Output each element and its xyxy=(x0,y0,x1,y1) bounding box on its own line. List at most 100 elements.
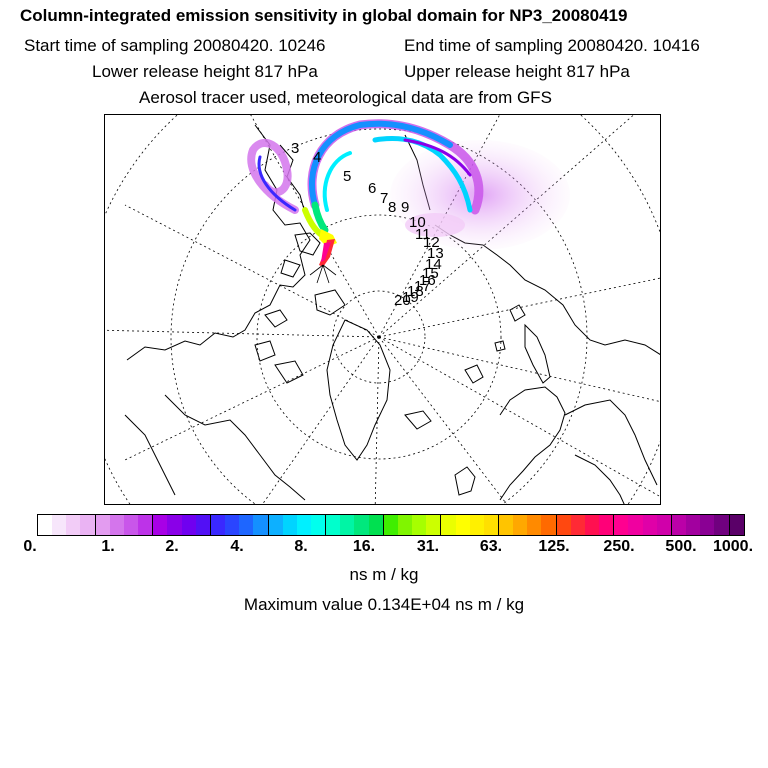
track-day-label: 17 xyxy=(414,278,431,295)
colorbar-segment xyxy=(599,515,614,535)
tracer-note: Aerosol tracer used, meteorological data… xyxy=(139,88,552,107)
latitude-circle xyxy=(256,214,502,460)
track-day-label: 4 xyxy=(313,149,321,166)
meridian xyxy=(262,336,380,504)
colorbar-segment xyxy=(340,515,355,535)
track-day-label: 14 xyxy=(425,256,442,273)
coastline-franz-josef xyxy=(494,340,506,352)
colorbar-segment xyxy=(282,515,297,535)
colorbar-segment xyxy=(195,515,210,535)
plume-loop-core xyxy=(322,151,352,212)
colorbar-tick-label: 1000. xyxy=(712,538,754,555)
coastline-severnaya xyxy=(509,304,526,322)
colorbar-segment xyxy=(613,515,629,535)
latitude-circle xyxy=(105,115,660,504)
colorbar-tick-label: 0. xyxy=(23,538,37,555)
colorbar-segment xyxy=(123,515,139,535)
track-day-label: 18 xyxy=(407,283,424,300)
colorbar-segment xyxy=(584,515,600,535)
colorbar-segment xyxy=(109,515,124,535)
meridian xyxy=(378,336,660,497)
colorbar-segment xyxy=(368,515,383,535)
coastline-russia-west xyxy=(564,399,658,486)
colorbar-segment xyxy=(527,515,542,535)
island xyxy=(254,340,276,362)
plume-loop-core xyxy=(309,120,453,208)
colorbar-segment xyxy=(728,515,744,535)
colorbar-segment xyxy=(167,515,182,535)
track-day-label: 5 xyxy=(343,168,351,185)
colorbar-segment xyxy=(469,515,484,535)
release-point-marker xyxy=(309,264,337,284)
lower-release-label: Lower release height 817 hPa xyxy=(92,62,318,81)
plume-hook xyxy=(247,139,299,214)
end-time-label: End time of sampling 20080420. 10416 xyxy=(404,36,700,55)
colorbar-segment xyxy=(239,515,254,535)
meridians xyxy=(105,115,660,504)
track-day-label: 8 xyxy=(388,199,396,216)
latitude-circles xyxy=(105,115,660,504)
coastline-labrador xyxy=(124,414,176,496)
plume-haze xyxy=(405,213,465,237)
colorbar-segment xyxy=(354,515,369,535)
max-value-label: Maximum value 0.134E+04 ns m / kg xyxy=(243,595,525,614)
colorbar-segment xyxy=(66,515,81,535)
colorbar-segment xyxy=(325,515,341,535)
track-day-label: 15 xyxy=(422,265,439,282)
colorbar-tick-label: 8. xyxy=(294,538,308,555)
colorbar-segment xyxy=(656,515,671,535)
map-panel: 3 4 5 6 7 8 9 10 11 12 13 14 15 16 17 18 19 20 xyxy=(104,114,661,505)
colorbar-segment xyxy=(541,515,556,535)
colorbar-segment xyxy=(397,515,413,535)
colorbar-tick-label: 31. xyxy=(416,538,440,555)
coastline-baltic xyxy=(574,454,625,504)
colorbar-segment xyxy=(570,515,585,535)
colorbar-segment xyxy=(642,515,657,535)
coastline-svalbard xyxy=(464,364,484,384)
colorbar-tick-label: 2. xyxy=(165,538,179,555)
colorbar-tick-label: 1. xyxy=(101,538,115,555)
start-time-label: Start time of sampling 20080420. 10246 xyxy=(24,36,326,55)
coastline-novaya-zemlya xyxy=(524,323,551,384)
colorbar-segment xyxy=(52,515,67,535)
colorbar-segment xyxy=(440,515,456,535)
upper-release-label: Upper release height 817 hPa xyxy=(404,62,630,81)
island xyxy=(280,259,301,278)
latitude-circle xyxy=(332,290,426,384)
track-day-label: 10 xyxy=(409,214,426,231)
track-day-label: 19 xyxy=(402,289,419,306)
colorbar-segment xyxy=(138,515,153,535)
colorbar-segment xyxy=(513,515,528,535)
colorbar-segment xyxy=(455,515,470,535)
colorbar-segment xyxy=(209,515,226,535)
meridian xyxy=(378,336,660,402)
colorbar-segment xyxy=(94,515,110,535)
colorbar-segment xyxy=(80,515,95,535)
colorbar-segment xyxy=(628,515,643,535)
island xyxy=(274,360,304,384)
colorbar-segment xyxy=(483,515,498,535)
track-day-label: 3 xyxy=(291,140,299,157)
track-day-label: 20 xyxy=(394,292,411,309)
meridian xyxy=(378,277,660,338)
plume-sweep xyxy=(403,138,472,177)
track-day-label: 9 xyxy=(401,199,409,216)
colorbar-tick-label: 4. xyxy=(230,538,244,555)
colorbar-segment xyxy=(555,515,571,535)
colorbar-segment xyxy=(296,515,311,535)
track-day-label: 16 xyxy=(419,272,436,289)
colorbar-segment xyxy=(225,515,240,535)
colorbar-tick-label: 16. xyxy=(352,538,376,555)
colorbar-segment xyxy=(310,515,326,535)
colorbar-tick-label: 500. xyxy=(665,538,697,555)
colorbar-segment xyxy=(382,515,398,535)
plume-arm xyxy=(311,201,329,234)
colorbar-segment xyxy=(714,515,729,535)
colorbar-segment xyxy=(498,515,514,535)
emission-plume xyxy=(247,119,570,284)
colorbar-segment xyxy=(426,515,441,535)
meridian xyxy=(124,336,380,461)
track-day-label: 6 xyxy=(368,180,376,197)
plume-hook-core xyxy=(257,155,297,212)
